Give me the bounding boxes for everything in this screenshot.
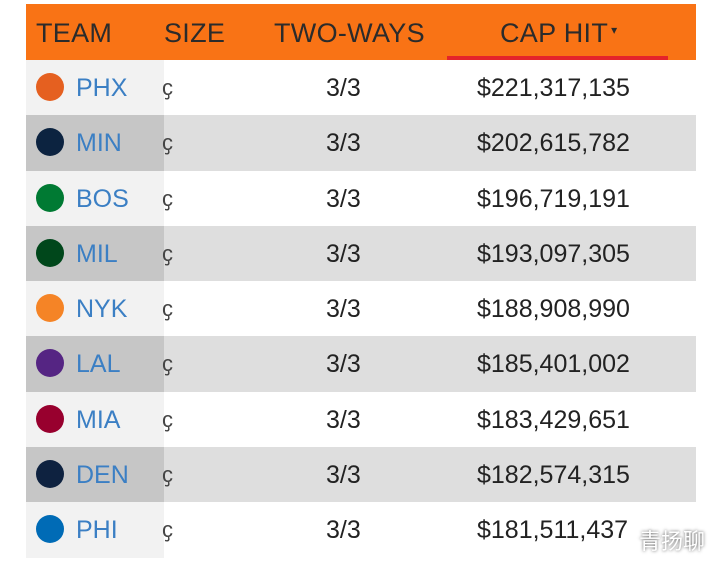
cap-hit-value: $202,615,782 xyxy=(477,129,630,158)
team-column-header[interactable]: TEAM xyxy=(36,18,113,48)
size-value: ҫ xyxy=(162,462,173,488)
two-ways-value: 3/3 xyxy=(326,74,361,102)
team-link[interactable]: MIL xyxy=(76,239,118,268)
size-value: ҫ xyxy=(162,296,173,322)
size-value: ҫ xyxy=(162,75,173,100)
size-value: ҫ xyxy=(162,185,173,211)
cap-hit-label: CAP HIT xyxy=(500,18,609,48)
team-cell[interactable]: DEN xyxy=(26,447,164,503)
size-value: ҫ xyxy=(162,406,173,432)
two-ways-value: 3/3 xyxy=(326,295,361,324)
table-row: LAL ҫ 3/3 $185,401,002 xyxy=(26,336,696,392)
suns-logo-icon xyxy=(36,73,64,101)
nuggets-logo-icon xyxy=(36,460,64,489)
table-header: TEAM SIZE TWO-WAYS CAP HIT ▾ xyxy=(26,4,696,60)
knicks-logo-icon xyxy=(36,294,64,323)
team-cell[interactable]: BOS xyxy=(26,170,164,226)
team-link[interactable]: BOS xyxy=(76,184,129,213)
cap-hit-value: $183,429,651 xyxy=(477,405,630,434)
team-cell[interactable]: PHI xyxy=(26,502,164,558)
cap-hit-value: $196,719,191 xyxy=(477,184,630,213)
sort-desc-icon: ▾ xyxy=(611,23,618,37)
size-column-header[interactable]: SIZE xyxy=(164,18,226,48)
active-sort-underline xyxy=(447,56,668,60)
team-link[interactable]: LAL xyxy=(76,350,121,379)
size-value: ҫ xyxy=(162,130,173,156)
size-value: ҫ xyxy=(162,517,173,543)
team-cell[interactable]: PHX xyxy=(26,60,164,116)
table-row: PHX ҫ 3/3 $221,317,135 xyxy=(26,60,696,116)
two-ways-value: 3/3 xyxy=(326,461,361,490)
payroll-table: TEAM SIZE TWO-WAYS CAP HIT ▾ PHX ҫ 3/3 $2… xyxy=(26,4,696,558)
team-cell[interactable]: MIL xyxy=(26,225,164,282)
two-ways-column-header[interactable]: TWO-WAYS xyxy=(274,18,425,48)
table-row: MIN ҫ 3/3 $202,615,782 xyxy=(26,115,696,171)
heat-logo-icon xyxy=(36,404,64,433)
table-row: NYK ҫ 3/3 $188,908,990 xyxy=(26,281,696,337)
two-ways-value: 3/3 xyxy=(326,350,361,379)
size-value: ҫ xyxy=(162,240,173,266)
cap-hit-column-header[interactable]: CAP HIT ▾ xyxy=(500,18,617,49)
table-row: BOS ҫ 3/3 $196,719,191 xyxy=(26,170,696,226)
cap-hit-value: $182,574,315 xyxy=(477,461,630,490)
two-ways-value: 3/3 xyxy=(326,184,361,213)
team-cell[interactable]: NYK xyxy=(26,281,164,337)
watermark-text: 青扬聊 xyxy=(638,529,705,554)
team-cell[interactable]: LAL xyxy=(26,336,164,392)
table-row: PHI ҫ 3/3 $181,511,437 xyxy=(26,502,696,558)
cap-hit-value: $181,511,437 xyxy=(477,516,629,545)
team-cell[interactable]: MIN xyxy=(26,115,164,171)
two-ways-value: 3/3 xyxy=(326,239,361,268)
cap-hit-value: $188,908,990 xyxy=(477,295,630,324)
team-cell[interactable]: MIA xyxy=(26,391,164,448)
team-link[interactable]: DEN xyxy=(76,461,129,490)
timberwolves-logo-icon xyxy=(36,128,64,157)
table-row: MIA ҫ 3/3 $183,429,651 xyxy=(26,391,696,448)
team-link[interactable]: PHX xyxy=(76,74,128,102)
two-ways-value: 3/3 xyxy=(326,516,361,545)
celtics-logo-icon xyxy=(36,183,64,212)
team-link[interactable]: MIN xyxy=(76,129,122,158)
team-link[interactable]: PHI xyxy=(76,516,118,545)
cap-hit-value: $185,401,002 xyxy=(477,350,630,379)
team-link[interactable]: MIA xyxy=(76,405,121,434)
table-row: DEN ҫ 3/3 $182,574,315 xyxy=(26,447,696,503)
lakers-logo-icon xyxy=(36,349,64,378)
table-row: MIL ҫ 3/3 $193,097,305 xyxy=(26,225,696,282)
team-link[interactable]: NYK xyxy=(76,295,128,324)
76ers-logo-icon xyxy=(36,515,64,544)
bucks-logo-icon xyxy=(36,238,64,267)
two-ways-value: 3/3 xyxy=(326,129,361,158)
cap-hit-value: $221,317,135 xyxy=(477,74,630,102)
size-value: ҫ xyxy=(162,351,173,377)
table-body: PHX ҫ 3/3 $221,317,135 MIN ҫ 3/3 $202,61… xyxy=(26,60,696,558)
cap-hit-value: $193,097,305 xyxy=(477,239,630,268)
two-ways-value: 3/3 xyxy=(326,405,361,434)
